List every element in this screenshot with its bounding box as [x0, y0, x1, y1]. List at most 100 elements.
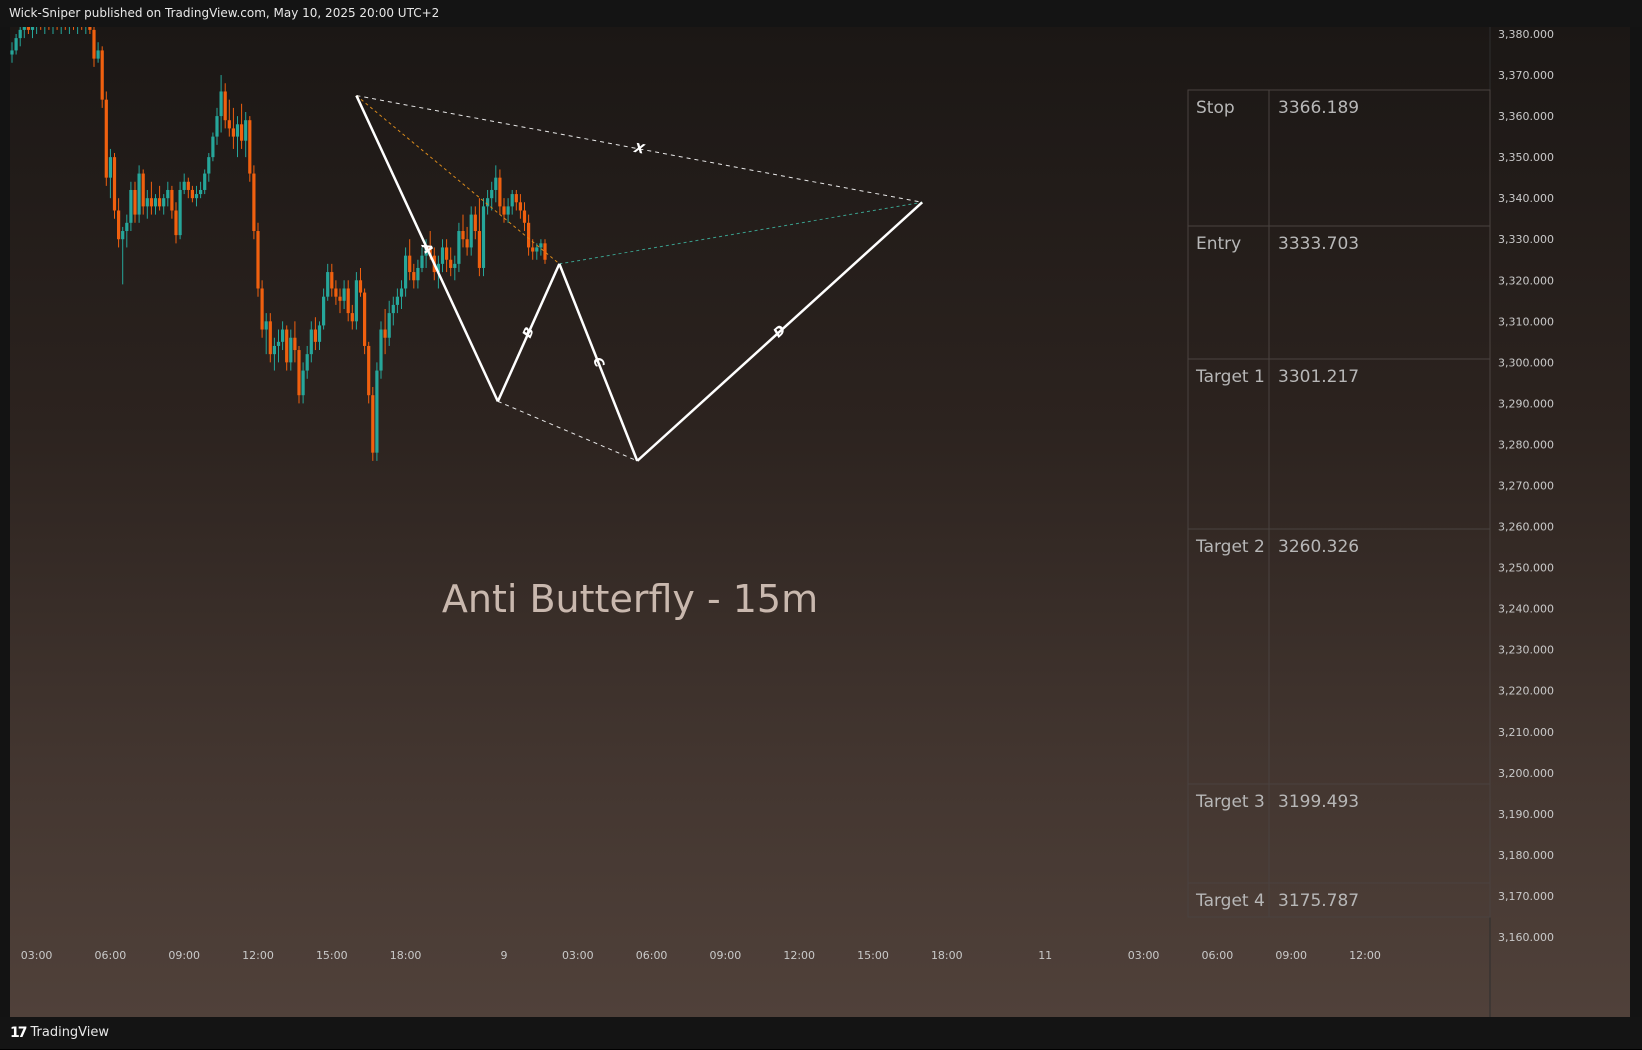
candle-body	[465, 239, 469, 248]
price-tick-label: 3,170.000	[1498, 890, 1554, 903]
level-value: 3301.217	[1278, 367, 1359, 387]
time-tick-label: 12:00	[1349, 949, 1381, 962]
candle-body	[14, 38, 18, 51]
candle-body	[309, 329, 313, 355]
time-tick-label: 12:00	[783, 949, 815, 962]
candle-body	[543, 243, 547, 260]
candle-body	[408, 255, 412, 273]
candle-body	[473, 214, 477, 232]
candle-body	[539, 243, 543, 248]
candle-body	[203, 173, 207, 190]
candle-body	[527, 222, 531, 248]
candle-body	[424, 247, 428, 256]
level-label: Entry	[1196, 234, 1241, 254]
price-tick-label: 3,360.000	[1498, 110, 1554, 123]
candle-body	[428, 247, 432, 256]
candle-body	[535, 247, 539, 252]
candle-body	[301, 370, 305, 396]
candle-body	[531, 247, 535, 252]
candle-body	[420, 255, 424, 268]
chart-area[interactable]: 3,380.000 3,370.000 3,360.000 3,350.000 3,34…	[10, 27, 1630, 1017]
candle-body	[244, 120, 248, 141]
time-tick-label: 15:00	[857, 949, 889, 962]
candle-body	[211, 136, 215, 158]
candle-body	[330, 272, 334, 289]
leg-label-b: B	[520, 325, 538, 340]
price-tick-label: 3,300.000	[1498, 356, 1554, 369]
tradingview-brand: TradingView	[30, 1025, 110, 1040]
price-tick-label: 3,290.000	[1498, 397, 1554, 410]
candle-body	[18, 29, 22, 39]
candle-body	[436, 263, 440, 273]
candle-body	[391, 304, 395, 314]
candle-body	[461, 231, 465, 240]
candle-body	[26, 27, 30, 30]
candle-body	[170, 189, 174, 211]
candle-body	[375, 370, 379, 453]
candle-body	[498, 177, 502, 207]
candle-body	[322, 296, 326, 326]
levels-table-border	[1187, 89, 1491, 918]
candle-body	[117, 210, 121, 240]
candle-body	[412, 272, 416, 281]
candle-body	[494, 177, 498, 190]
leg-bc	[558, 263, 639, 462]
time-tick-label: 12:00	[242, 949, 274, 962]
candle-body	[363, 292, 367, 346]
candle-body	[92, 29, 96, 59]
price-tick-label: 3,370.000	[1498, 69, 1554, 82]
candle-body	[252, 173, 256, 232]
candle-body	[457, 231, 461, 264]
candle-body	[379, 329, 383, 371]
candle-body	[510, 194, 514, 207]
price-tick-label: 3,280.000	[1498, 438, 1554, 451]
tradingview-logo[interactable]: 17 TradingView	[10, 1017, 109, 1049]
candle-body	[502, 206, 506, 215]
xb-dashed-line	[356, 95, 560, 265]
time-tick-label: 09:00	[168, 949, 200, 962]
candle-body	[522, 210, 527, 223]
time-tick-label: 09:00	[1275, 949, 1307, 962]
candle-body	[240, 124, 244, 141]
candle-body	[178, 189, 182, 236]
candle-body	[235, 124, 240, 137]
candle-body	[305, 354, 309, 371]
time-tick-label: 06:00	[1202, 949, 1234, 962]
candle-body	[334, 288, 338, 297]
candle-body	[395, 296, 399, 305]
level-label: Target 2	[1195, 537, 1265, 557]
candle-body	[264, 321, 268, 330]
leg-label-x: X	[632, 141, 647, 158]
price-tick-label: 3,160.000	[1498, 931, 1554, 944]
candle-body	[129, 189, 133, 223]
candle-body	[486, 198, 490, 207]
level-label: Stop	[1196, 98, 1235, 118]
leg-cd	[636, 201, 924, 462]
candle-body	[326, 272, 330, 297]
candle-body	[399, 288, 404, 297]
candle-body	[96, 50, 100, 59]
candle-body	[231, 128, 235, 137]
candle-body	[100, 50, 104, 100]
candle-body	[186, 181, 190, 190]
candle-body	[293, 337, 297, 351]
level-label: Target 4	[1195, 891, 1265, 911]
candle-body	[342, 288, 346, 301]
candle-body	[256, 231, 260, 289]
time-tick-label: 11	[1038, 949, 1052, 962]
price-tick-label: 3,260.000	[1498, 521, 1554, 534]
time-tick-label: 06:00	[95, 949, 127, 962]
candle-body	[260, 288, 264, 330]
candle-body	[404, 255, 408, 289]
candle-body	[112, 157, 117, 211]
time-tick-label: 09:00	[710, 949, 742, 962]
candle-body	[108, 157, 112, 178]
candle-body	[481, 206, 486, 268]
level-value: 3260.326	[1278, 537, 1359, 557]
price-tick-label: 3,180.000	[1498, 849, 1554, 862]
candle-body	[350, 313, 354, 322]
price-tick-label: 3,250.000	[1498, 562, 1554, 575]
price-tick-label: 3,380.000	[1498, 28, 1554, 41]
leg-ab	[496, 263, 561, 402]
